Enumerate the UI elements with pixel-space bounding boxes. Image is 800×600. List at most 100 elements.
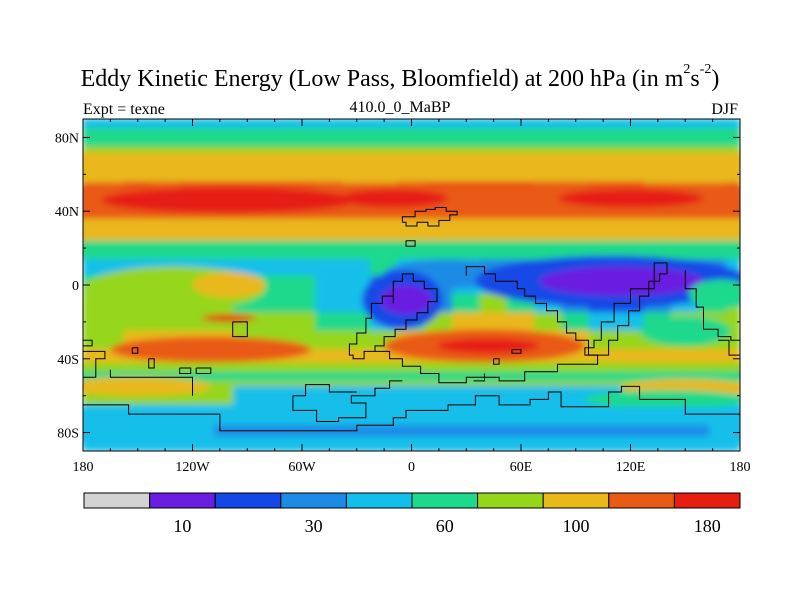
field-cell (616, 312, 645, 332)
coast-antarctica (83, 385, 740, 432)
field-cell (205, 127, 235, 148)
colorbar-label: 60 (436, 516, 454, 536)
field-cell (534, 119, 563, 129)
colorbar-swatch (214, 492, 282, 509)
field-antarctic-darkblue (213, 425, 710, 437)
colorbar-label: 100 (563, 516, 590, 536)
coast-mid-patch-2 (511, 349, 522, 354)
season-label: DJF (711, 101, 738, 118)
field-cell (369, 441, 399, 451)
field-cell (315, 119, 344, 129)
field-cell (178, 127, 207, 148)
field-cell (233, 119, 262, 129)
field-cell (479, 312, 508, 332)
field-cell (725, 441, 740, 451)
colorbar-label: 30 (305, 516, 323, 536)
field-cell (424, 385, 454, 406)
field-cell (315, 312, 344, 332)
colorbar-swatch (477, 492, 544, 509)
field-cell (150, 119, 180, 129)
field-cell (452, 385, 481, 406)
field-cell (506, 385, 536, 406)
field-cell (342, 441, 371, 451)
field-cell (452, 441, 481, 451)
field-cell (315, 256, 344, 277)
field-cell (96, 119, 125, 129)
field-band-25n (83, 218, 740, 241)
field-cell (588, 330, 618, 351)
field-cell (725, 127, 740, 148)
field-cell (479, 119, 508, 129)
coast-mid-patch-1 (493, 358, 500, 365)
field-cell (150, 312, 180, 332)
field-ridge-eq-west-core (192, 272, 266, 298)
y-tick-label: 80S (57, 427, 79, 442)
axes: 180 120W 60W 0 60E 120E 180 80N 40N 0 40S 80S (55, 118, 751, 475)
field-jet-nh-central (338, 189, 448, 208)
field-cell (397, 385, 426, 406)
coast-west-bridge (109, 369, 193, 396)
field-cell (96, 441, 125, 451)
field-cell (369, 385, 399, 406)
field-trop-pac-east (688, 279, 740, 309)
field-sh-jet-west (110, 336, 312, 363)
field-cell (616, 330, 645, 351)
field-cell (671, 119, 700, 129)
field-cell (260, 256, 289, 277)
field-cell (123, 312, 152, 332)
field-cell (260, 119, 289, 129)
chart-title: Eddy Kinetic Energy (Low Pass, Bloomfiel… (80, 62, 720, 92)
x-tick-label: 0 (408, 460, 415, 475)
coast-west-patch-3 (131, 347, 139, 354)
field-sh-jet-south-atlantic-core (437, 338, 540, 354)
field-sh-mid-band (83, 362, 740, 372)
field-cell (561, 127, 590, 148)
field-cell (123, 127, 152, 148)
field-cell (452, 127, 481, 148)
field-cell (83, 256, 98, 277)
field-cell (561, 441, 590, 451)
field-cell (123, 441, 152, 451)
coast-west-patch-4 (148, 358, 155, 369)
field-cell (643, 441, 673, 451)
field-cell (342, 127, 371, 148)
field-cell (123, 119, 152, 129)
field-cell (315, 385, 344, 406)
coast-mid-patch-3 (473, 373, 485, 382)
field-cell (424, 127, 454, 148)
field-cell (698, 127, 727, 148)
field-cell (534, 127, 563, 148)
colorbar-swatch (345, 492, 413, 509)
x-tick-label: 180 (73, 460, 94, 475)
field-cell (479, 127, 508, 148)
field-cell (83, 119, 98, 129)
x-tick-label: 180 (730, 460, 751, 475)
field-cell (561, 385, 590, 406)
field-cell (588, 441, 618, 451)
colorbar-swatch (83, 492, 151, 509)
field-cell (671, 127, 700, 148)
y-tick-label: 80N (55, 131, 79, 146)
coast-small-island (405, 240, 416, 247)
field-cell (178, 312, 207, 332)
field-cell (643, 119, 673, 129)
field-cell (205, 385, 235, 406)
field-jet-nh-east (557, 189, 704, 208)
field-cell (233, 441, 262, 451)
field-cell (342, 119, 371, 129)
field-cell (315, 330, 344, 351)
field-cell (671, 441, 700, 451)
field-cell (233, 385, 262, 406)
colorbar-swatch (542, 492, 610, 509)
field-cell (424, 119, 454, 129)
field-cell (260, 312, 289, 332)
y-tick-label: 40S (57, 353, 79, 368)
field-jet-nh-west (101, 187, 357, 214)
field-cell (205, 119, 235, 129)
colorbar-swatch (280, 492, 347, 509)
field-sh-south-yellow (83, 377, 211, 396)
coast-west-patch-7 (232, 321, 248, 338)
y-tick-label: 40N (55, 205, 79, 220)
field-cell (287, 293, 317, 314)
field-cell (287, 127, 317, 148)
